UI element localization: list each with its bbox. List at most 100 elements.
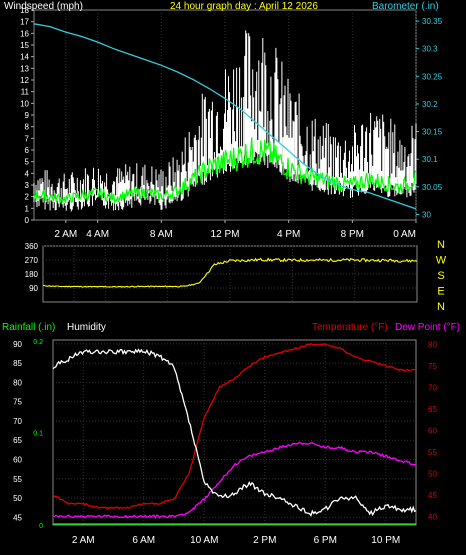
temp-x-ticks: 2 AM 6 AM 10 AM 2 PM 6 PM 10 PM (72, 535, 400, 546)
wind-x-ticks: 2 AM 4 AM 8 AM 12 PM 4 PM 8 PM 0 AM (54, 220, 417, 240)
graph-day-title: 24 hour graph day : April 12 2026 (170, 1, 318, 12)
wind-tick-label: 1 (25, 204, 30, 213)
baro-tick-label: 30.25 (422, 72, 443, 81)
humidity-tick-label: 55 (13, 475, 22, 484)
temp-xtick-label: 10 PM (371, 535, 400, 546)
temp-series (52, 342, 417, 525)
baro-tick-label: 30.15 (422, 128, 443, 137)
wind-series (33, 23, 417, 212)
baro-tick-label: 30.3 (422, 45, 438, 54)
wind-tick-label: 5 (25, 158, 30, 167)
temp-xtick-label: 2 AM (72, 535, 95, 546)
temp-tick-label: 75 (428, 362, 437, 371)
compass-label: E (437, 286, 444, 298)
humidity-tick-label: 85 (13, 359, 22, 368)
baro-tick-label: 30.1 (422, 155, 438, 164)
wind-tick-label: 15 (20, 41, 29, 50)
humidity-tick-label: 70 (13, 417, 22, 426)
temp-xtick-label: 6 PM (314, 535, 337, 546)
wind-tick-label: 8 (25, 123, 30, 132)
baro-tick-label: 30.2 (422, 100, 438, 109)
baro-tick-label: 30.35 (422, 17, 443, 26)
temp-xtick-label: 10 AM (190, 535, 218, 546)
wind-tick-label: 3 (25, 181, 30, 190)
wind-tick-label: 18 (20, 6, 29, 15)
wind-tick-label: 6 (25, 146, 30, 155)
wind-tick-label: 4 (25, 169, 30, 178)
wind-tick-label: 0 (25, 216, 30, 225)
temp-tick-label: 65 (428, 405, 437, 414)
humidity-tick-label: 75 (13, 398, 22, 407)
wind-tick-label: 12 (20, 76, 29, 85)
rain-tick-label: 0 (39, 523, 43, 530)
direction-tick-label: 270 (25, 256, 39, 265)
compass-label: N (437, 301, 445, 313)
baro-tick-label: 30 (422, 210, 431, 219)
baro-right-ticks: 30 30.05 30.1 30.15 30.2 30.25 30.3 30.35 (416, 17, 443, 219)
temp-plot-frame (52, 339, 417, 526)
direction-tick-label: 360 (25, 242, 39, 251)
windspeed-avg-line (33, 137, 417, 204)
wind-tick-label: 17 (20, 18, 29, 27)
wind-xtick-label: 0 AM (393, 229, 416, 240)
wind-xtick-label: 8 PM (341, 229, 364, 240)
temp-tick-label: 45 (428, 491, 437, 500)
barometer-title: Barometer (.in) (372, 1, 439, 12)
temp-tick-label: 80 (428, 340, 437, 349)
dewpoint-line (52, 442, 417, 519)
temperature-line (52, 342, 417, 510)
wind-tick-label: 13 (20, 64, 29, 73)
dewpoint-title: Dew Point (°F) (395, 322, 460, 333)
direction-left-ticks: 90 180 270 360 (25, 242, 39, 293)
temp-xtick-label: 2 PM (253, 535, 276, 546)
temp-tick-label: 55 (428, 448, 437, 457)
compass-label: N (437, 240, 445, 251)
direction-tick-label: 90 (29, 284, 38, 293)
wind-tick-label: 16 (20, 29, 29, 38)
direction-tick-label: 180 (25, 270, 39, 279)
wind-xtick-label: 8 AM (150, 229, 173, 240)
temp-right-ticks: 40 45 50 55 60 65 70 75 80 (428, 340, 437, 521)
temp-tick-label: 60 (428, 426, 437, 435)
wind-tick-label: 9 (25, 111, 30, 120)
wind-direction-line (42, 257, 418, 288)
wind-tick-label: 14 (20, 53, 29, 62)
wind-xtick-label: 4 AM (86, 229, 109, 240)
humidity-line (52, 348, 417, 517)
humidity-title: Humidity (67, 322, 106, 333)
temp-xtick-label: 6 AM (132, 535, 155, 546)
wind-xtick-label: 2 AM (54, 229, 77, 240)
rain-tick-label: 0.2 (33, 339, 43, 346)
compass-label: S (437, 270, 444, 282)
temp-tick-label: 70 (428, 383, 437, 392)
wind-tick-label: 11 (21, 88, 30, 97)
rainfall-title: Rainfall (.in) (2, 322, 55, 333)
rain-tick-label: 0.1 (33, 431, 43, 438)
rain-ticks: 0 0.1 0.2 (33, 339, 43, 530)
temperature-title: Temperature (°F) (312, 322, 388, 333)
wind-tick-label: 10 (20, 99, 29, 108)
compass-label: W (436, 255, 447, 267)
wind-xtick-label: 4 PM (277, 229, 300, 240)
humidity-tick-label: 60 (13, 455, 22, 464)
humidity-tick-label: 80 (13, 378, 22, 387)
humidity-tick-label: 90 (13, 340, 22, 349)
humidity-tick-label: 65 (13, 436, 22, 445)
wind-xtick-label: 12 PM (211, 229, 240, 240)
wind-tick-label: 7 (25, 134, 30, 143)
temp-tick-label: 40 (428, 512, 437, 521)
humidity-left-ticks: 45 50 55 60 65 70 75 80 85 90 (13, 340, 22, 522)
windspeed-title: Windspeed (mph) (4, 1, 83, 12)
temp-humidity-chart: 45 50 55 60 65 70 75 80 85 90 0 0.1 0.2 40 45 50 55 60 6… (2, 322, 460, 546)
direction-series (42, 257, 418, 288)
wind-tick-label: 2 (25, 193, 30, 202)
humidity-tick-label: 50 (13, 494, 22, 503)
temp-tick-label: 50 (428, 469, 437, 478)
humidity-tick-label: 45 (13, 513, 22, 522)
baro-tick-label: 30.05 (422, 183, 443, 192)
barometer-line (33, 23, 417, 210)
